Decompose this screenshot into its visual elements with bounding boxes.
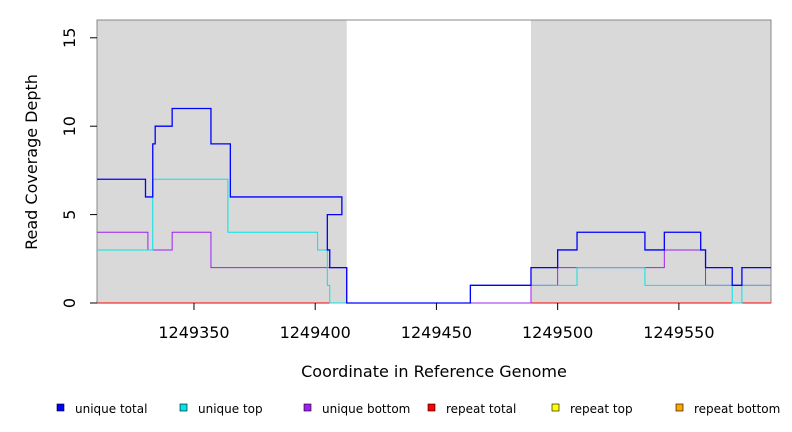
legend-swatch [303, 403, 312, 412]
y-tick-label: 0 [60, 298, 79, 308]
y-tick-label: 5 [60, 210, 79, 220]
y-axis-title: Read Coverage Depth [22, 74, 41, 250]
legend-swatch [427, 403, 436, 412]
y-axis: 0 5 10 15 [60, 28, 97, 308]
legend-item-repeat-total: repeat total [427, 402, 516, 416]
shaded-region-0 [97, 20, 347, 303]
legend-label: repeat bottom [694, 402, 780, 416]
legend-item-unique-bottom: unique bottom [303, 402, 410, 416]
legend-label: unique bottom [322, 402, 410, 416]
legend-item-repeat-bottom: repeat bottom [675, 402, 780, 416]
x-axis-title: Coordinate in Reference Genome [301, 362, 567, 381]
x-tick-label: 1249350 [158, 323, 229, 342]
legend: unique total unique top unique bottom repea… [56, 402, 780, 416]
y-tick-label: 15 [60, 28, 79, 48]
legend-label: repeat total [446, 402, 516, 416]
x-tick-label: 1249500 [522, 323, 593, 342]
y-tick-label: 10 [60, 116, 79, 136]
x-tick-label: 1249550 [643, 323, 714, 342]
legend-item-unique-total: unique total [56, 402, 147, 416]
legend-item-repeat-top: repeat top [551, 402, 633, 416]
legend-item-unique-top: unique top [179, 402, 263, 416]
shaded-regions [97, 20, 771, 303]
legend-label: unique total [75, 402, 147, 416]
series-lines [97, 107, 771, 304]
series-line-unique-total [97, 107, 771, 304]
x-axis: 1249350 1249400 1249450 1249500 1249550 [158, 303, 715, 342]
legend-label: unique top [198, 402, 263, 416]
legend-swatch [179, 403, 188, 412]
x-tick-label: 1249400 [280, 323, 351, 342]
x-tick-label: 1249450 [401, 323, 472, 342]
shaded-region-1 [530, 20, 771, 303]
legend-swatch [551, 403, 560, 412]
legend-label: repeat top [570, 402, 633, 416]
legend-swatch [56, 403, 65, 412]
legend-swatch [675, 403, 684, 412]
